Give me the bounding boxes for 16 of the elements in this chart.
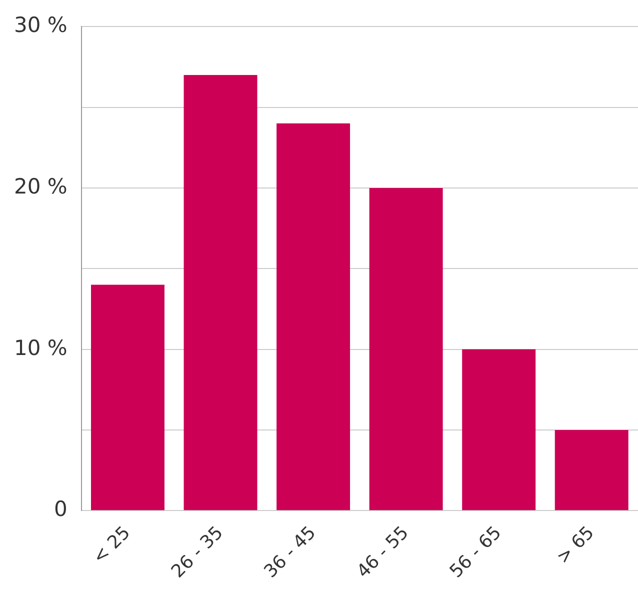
x-tick-label: > 65 — [552, 522, 598, 568]
bar — [369, 188, 443, 510]
bar — [554, 430, 628, 510]
y-tick-label: 10 % — [14, 336, 68, 360]
x-tick-label: 36 - 45 — [260, 522, 320, 582]
x-tick-label: 46 - 55 — [352, 522, 413, 582]
bar — [91, 284, 164, 510]
bar — [462, 349, 536, 510]
y-tick-label: 0 — [54, 497, 68, 522]
y-tick-label: 30 % — [14, 13, 68, 38]
x-tick-label: 56 - 65 — [446, 522, 506, 582]
bar — [184, 75, 258, 510]
y-tick-label: 20 % — [14, 174, 68, 198]
x-tick-label: 26 - 35 — [167, 522, 228, 582]
x-tick-label: < 25 — [88, 522, 135, 568]
bar — [276, 123, 350, 510]
